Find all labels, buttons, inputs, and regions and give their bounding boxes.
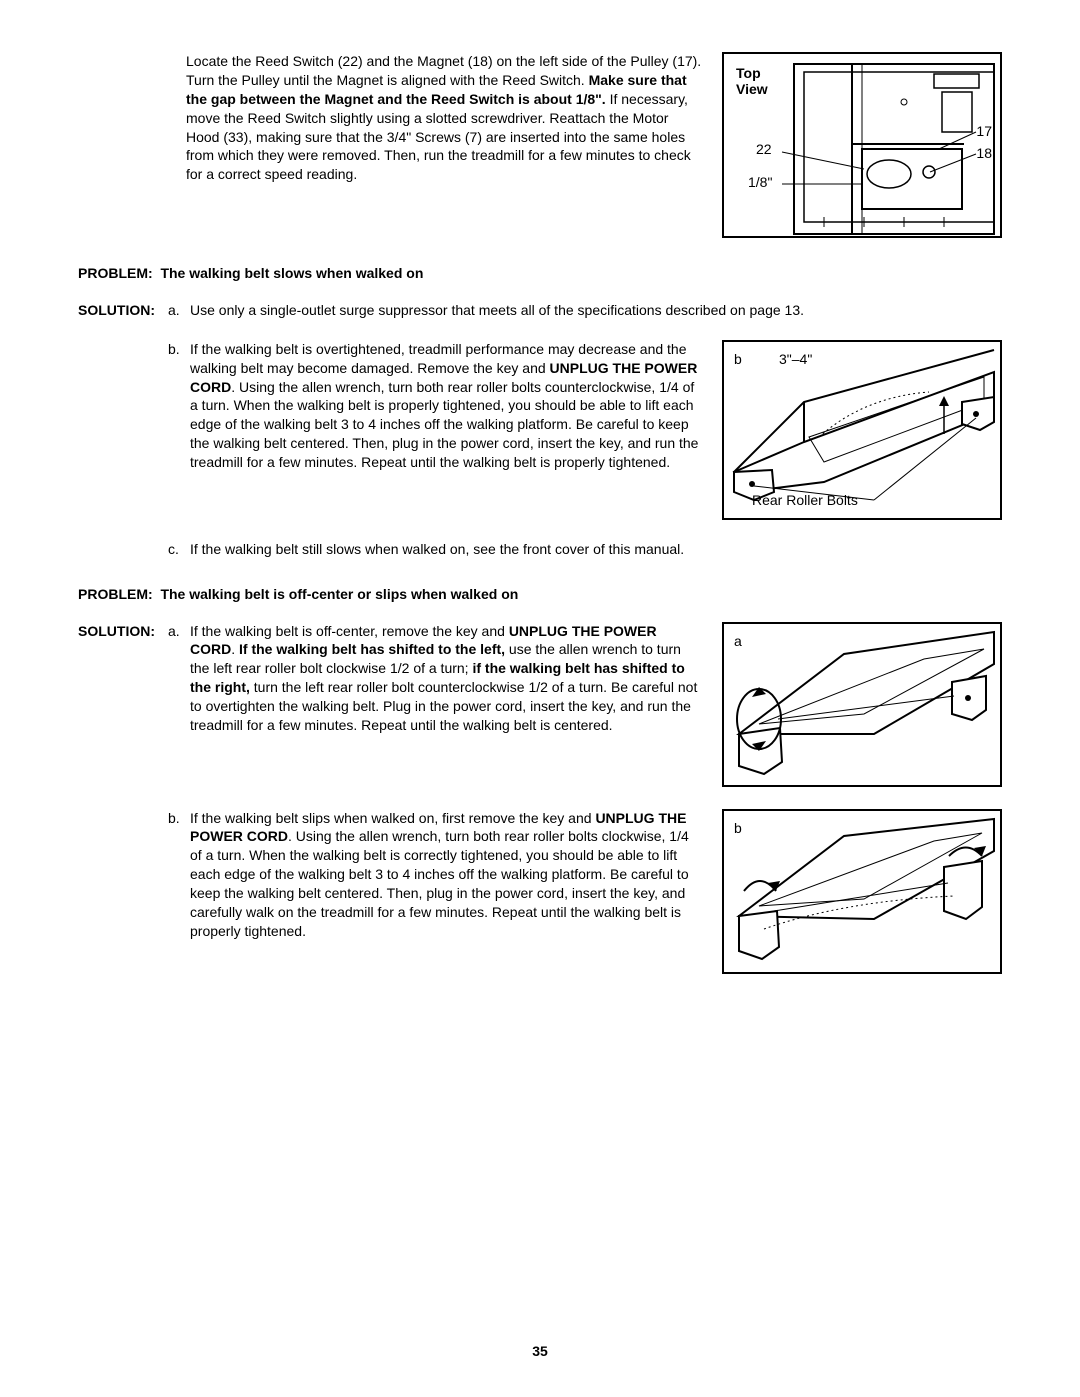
sol1a-text: Use only a single-outlet surge suppresso…: [190, 301, 1002, 320]
sol1a-letter: a.: [168, 301, 186, 320]
sol2a-text: If the walking belt is off-center, remov…: [190, 622, 704, 735]
problem1-label: PROBLEM:: [78, 265, 153, 281]
solution-2a-col: SOLUTION: a. If the walking belt is off-…: [78, 622, 704, 735]
problem-1-heading: PROBLEM: The walking belt slows when wal…: [78, 264, 1002, 283]
sol2a-bold2: If the walking belt has shifted to the l…: [239, 641, 505, 657]
fig1-label-17: 17: [976, 122, 992, 141]
fig1-label-22: 22: [756, 140, 772, 159]
fig1-title2: View: [736, 80, 768, 99]
fig2-caption: Rear Roller Bolts: [752, 491, 858, 510]
sol2b-post: . Using the allen wrench, turn both rear…: [190, 828, 689, 938]
problem2-label: PROBLEM:: [78, 586, 153, 602]
sol1b-post: . Using the allen wrench, turn both rear…: [190, 379, 698, 471]
solution-1b-text-col: b. If the walking belt is overtightened,…: [168, 340, 704, 472]
figure-2-rear-roller: b 3"–4" Rear Roller Bolts: [722, 340, 1002, 520]
sol2b-pre: If the walking belt slips when walked on…: [190, 810, 595, 826]
solution-1c: c. If the walking belt still slows when …: [168, 540, 1002, 559]
top-block: Locate the Reed Switch (22) and the Magn…: [78, 52, 1002, 238]
sol1c-text: If the walking belt still slows when wal…: [190, 540, 1002, 559]
solution-label: SOLUTION:: [78, 301, 164, 320]
sol2a-mid1: .: [231, 641, 239, 657]
solution-2a-row: SOLUTION: a. If the walking belt is off-…: [78, 622, 1002, 787]
sol1b-text: If the walking belt is overtightened, tr…: [190, 340, 704, 472]
fig3-tag: a: [734, 632, 742, 651]
fig2-measure: 3"–4": [779, 350, 812, 369]
page-number: 35: [0, 1342, 1080, 1361]
solution-label-2: SOLUTION:: [78, 622, 164, 735]
figure-3-offcenter: a: [722, 622, 1002, 787]
problem-2-heading: PROBLEM: The walking belt is off-center …: [78, 585, 1002, 604]
fig1-label-gap: 1/8": [748, 173, 772, 192]
figure-1-top-view: Top View 22 1/8" 17 18: [722, 52, 1002, 238]
fig2-tag: b: [734, 350, 742, 369]
fig4-tag: b: [734, 819, 742, 838]
problem1-text: The walking belt slows when walked on: [160, 265, 423, 281]
solution-2b-col: b. If the walking belt slips when walked…: [168, 809, 704, 941]
fig1-label-18: 18: [976, 144, 992, 163]
problem2-text: The walking belt is off-center or slips …: [160, 586, 518, 602]
sol2b-text: If the walking belt slips when walked on…: [190, 809, 704, 941]
sol2a-post: turn the left rear roller bolt countercl…: [190, 679, 697, 733]
sol2a-letter: a.: [168, 622, 186, 735]
sol1b-letter: b.: [168, 340, 186, 472]
sol2b-letter: b.: [168, 809, 186, 941]
top-paragraph: Locate the Reed Switch (22) and the Magn…: [186, 52, 704, 184]
sol1c-letter: c.: [168, 540, 186, 559]
solution-2b-row: b. If the walking belt slips when walked…: [78, 809, 1002, 974]
sol2a-pre: If the walking belt is off-center, remov…: [190, 623, 509, 639]
figure-4-slips: b: [722, 809, 1002, 974]
solution-1a: SOLUTION: a. Use only a single-outlet su…: [78, 301, 1002, 320]
solution-1b-row: b. If the walking belt is overtightened,…: [78, 340, 1002, 520]
